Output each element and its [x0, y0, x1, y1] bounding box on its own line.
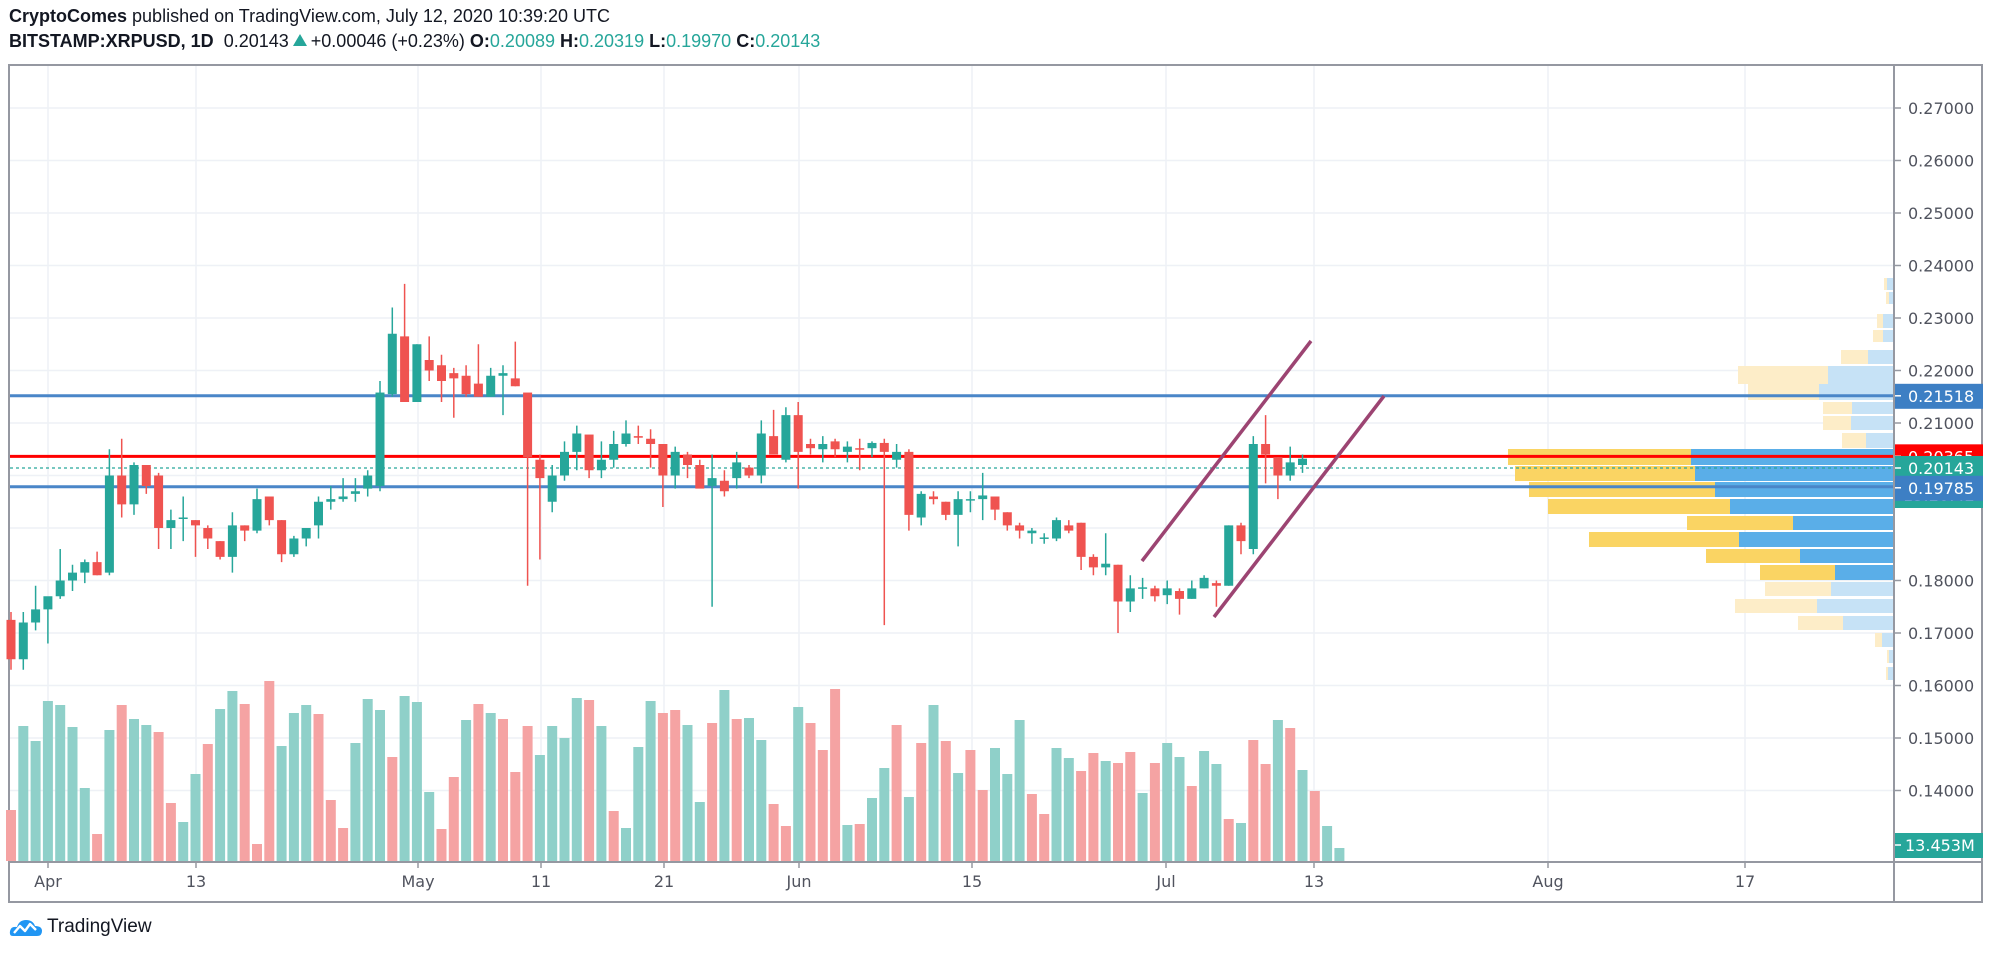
high-value: 0.20319: [579, 31, 645, 51]
channel-lower-line[interactable]: [1212, 394, 1386, 619]
time-tick-label: May: [401, 872, 434, 891]
price-tick-label: 0.16000: [1908, 677, 1974, 696]
time-axis[interactable]: Apr 13 May 11 21 Jun 15 Jul 13 Aug 17: [34, 862, 1755, 891]
tradingview-cloud-icon: [9, 920, 43, 936]
time-tick-label: 11: [531, 872, 551, 891]
channel-upper-line[interactable]: [1140, 339, 1313, 563]
horizontal-levels[interactable]: [10, 394, 1894, 489]
price-tick-label: 0.14000: [1908, 782, 1974, 801]
price-tick-label: 0.22000: [1908, 362, 1974, 381]
price-change: +0.00046 (+0.23%): [310, 31, 465, 51]
open-label: O:: [469, 31, 490, 51]
price-axis[interactable]: 0.27000 0.26000 0.25000 0.24000 0.23000 0.220…: [1894, 99, 1983, 858]
time-tick-label: 13: [186, 872, 206, 891]
last-price: 0.20143: [223, 31, 289, 51]
time-tick-label: 15: [962, 872, 982, 891]
price-tag-label: 0.19785: [1908, 479, 1974, 498]
volume-tag-label: 13.453M: [1905, 836, 1975, 855]
candlesticks: [6, 283, 1307, 670]
price-tick-label: 0.26000: [1908, 152, 1974, 171]
price-tick-label: 0.18000: [1908, 572, 1974, 591]
tradingview-logo[interactable]: TradingView: [9, 916, 152, 938]
price-tag: [1895, 383, 1983, 409]
price-tick-label: 0.24000: [1908, 257, 1974, 276]
price-tick-label: 0.15000: [1908, 729, 1974, 748]
time-tick-label: Jun: [786, 872, 812, 891]
up-arrow-icon: [292, 34, 307, 46]
time-tick-label: Apr: [34, 872, 62, 891]
chart-grid: [10, 66, 1894, 862]
low-label: L:: [649, 31, 667, 51]
close-value: 0.20143: [755, 31, 821, 51]
author-name[interactable]: CryptoComes: [9, 6, 128, 26]
price-tag-label: 0.20143: [1908, 459, 1974, 478]
time-tick-label: 17: [1735, 872, 1755, 891]
ascending-channel[interactable]: [1140, 339, 1386, 619]
time-tick-label: Aug: [1532, 872, 1563, 891]
close-label: C:: [736, 31, 756, 51]
volume-bars: [6, 681, 1345, 861]
open-value: 0.20089: [489, 31, 555, 51]
volume-tag: [1895, 833, 1983, 858]
price-tick-label: 0.17000: [1908, 624, 1974, 643]
low-value: 0.19970: [666, 31, 732, 51]
high-label: H:: [560, 31, 580, 51]
time-tick-label: 21: [654, 872, 674, 891]
price-tick-label: 0.27000: [1908, 99, 1974, 118]
price-tick-label: 0.23000: [1908, 309, 1974, 328]
publish-text: published on TradingView.com, July 12, 2…: [127, 6, 610, 26]
time-tick-label: Jul: [1155, 872, 1175, 891]
brand-name: TradingView: [47, 916, 152, 937]
price-tick-label: 0.25000: [1908, 204, 1974, 223]
price-tag: [1895, 475, 1983, 501]
price-tag-label: 0.21518: [1908, 387, 1974, 406]
time-tick-label: 13: [1304, 872, 1324, 891]
symbol-title: BITSTAMP:XRPUSD, 1D: [9, 31, 214, 51]
price-tick-label: 0.21000: [1908, 414, 1974, 433]
symbol-legend: BITSTAMP:XRPUSD, 1D 0.20143 +0.00046 (+0.…: [9, 31, 820, 52]
publish-info: CryptoComes published on TradingView.com…: [9, 6, 610, 27]
